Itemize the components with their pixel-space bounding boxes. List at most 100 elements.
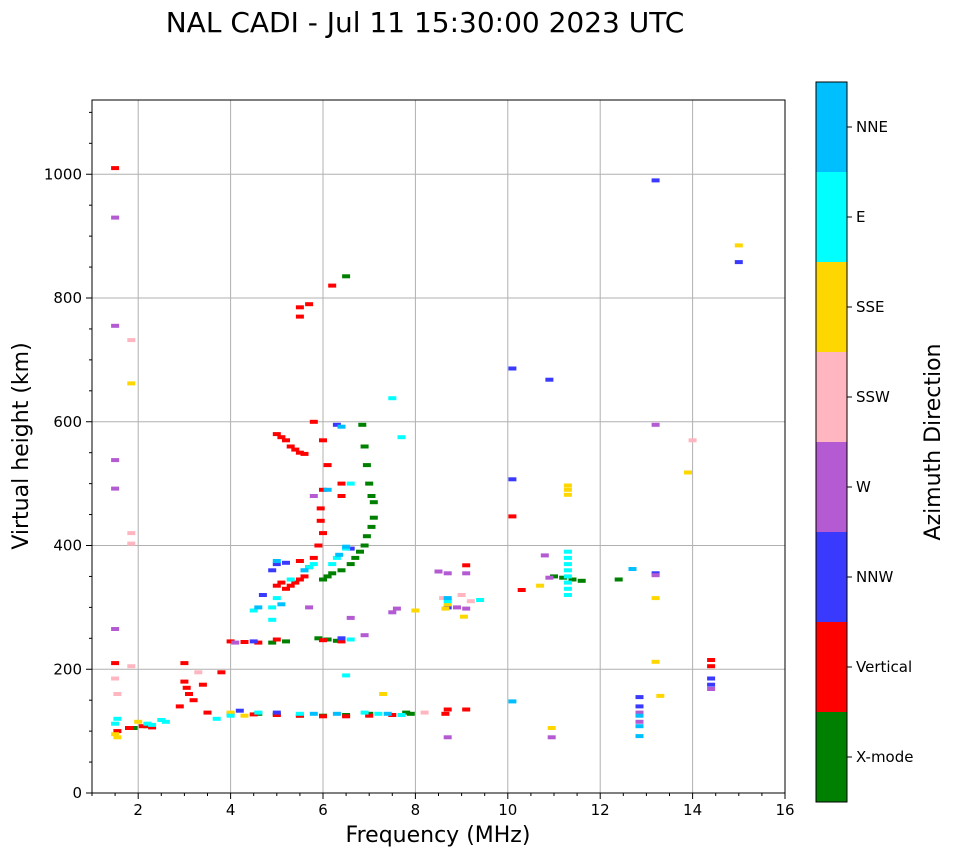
data-point xyxy=(138,724,147,729)
data-point xyxy=(397,713,406,717)
data-point xyxy=(309,711,318,716)
data-point xyxy=(369,515,378,520)
data-point xyxy=(113,729,122,734)
data-point xyxy=(734,260,743,265)
data-point xyxy=(441,606,450,611)
data-point xyxy=(367,494,376,498)
data-point xyxy=(563,549,572,554)
data-point xyxy=(420,710,429,715)
data-point xyxy=(563,580,572,585)
data-point xyxy=(332,555,341,560)
data-point xyxy=(635,710,644,715)
data-point xyxy=(545,575,554,580)
data-point xyxy=(111,215,120,220)
data-point xyxy=(240,640,249,644)
data-point xyxy=(651,659,660,664)
data-point xyxy=(268,605,277,610)
data-point xyxy=(545,377,554,382)
data-point xyxy=(295,577,304,582)
colorbar-segment xyxy=(816,82,847,172)
data-point xyxy=(346,637,355,642)
data-point xyxy=(295,711,304,716)
data-point xyxy=(217,670,226,675)
data-point xyxy=(319,714,327,719)
data-point xyxy=(379,692,388,696)
data-point xyxy=(226,710,235,715)
data-point xyxy=(563,487,572,492)
colorbar-tick-label: Vertical xyxy=(856,658,912,676)
data-point xyxy=(268,568,277,573)
data-point xyxy=(272,432,281,437)
data-point xyxy=(397,435,406,440)
data-point xyxy=(175,704,184,709)
data-point xyxy=(314,636,323,641)
data-point xyxy=(388,396,397,401)
data-point xyxy=(332,638,341,643)
data-point xyxy=(656,693,665,698)
data-point xyxy=(282,438,290,443)
data-point xyxy=(272,596,281,601)
data-point xyxy=(563,586,572,591)
data-point xyxy=(563,593,572,597)
data-point xyxy=(300,451,309,456)
data-point xyxy=(462,563,471,568)
data-point xyxy=(277,435,286,440)
data-point xyxy=(443,735,452,740)
plot-area: 2 4 6 8 10 12 14 16 0 200 400 600 800 1000 xyxy=(44,99,795,819)
colorbar-tick-label: W xyxy=(856,478,871,496)
data-point xyxy=(441,711,450,716)
data-point xyxy=(383,711,392,716)
data-point xyxy=(443,602,452,607)
data-point xyxy=(358,422,367,427)
data-point xyxy=(476,598,485,602)
data-point xyxy=(148,722,157,727)
data-point xyxy=(258,593,267,597)
colorbar-segment xyxy=(816,442,847,532)
colorbar-tick-label: E xyxy=(856,208,865,226)
colorbar-segment xyxy=(816,532,847,622)
data-point xyxy=(388,713,397,717)
data-point xyxy=(342,274,351,279)
chart-title: NAL CADI - Jul 11 15:30:00 2023 UTC xyxy=(166,6,685,39)
data-point xyxy=(402,710,411,715)
data-point xyxy=(434,569,443,574)
data-point xyxy=(305,605,314,610)
data-point xyxy=(323,487,332,492)
data-point xyxy=(360,543,369,548)
y-tick-label: 600 xyxy=(53,413,82,431)
data-point xyxy=(309,562,318,567)
x-tick-label: 4 xyxy=(226,801,236,819)
data-point xyxy=(362,534,371,539)
data-point xyxy=(508,699,517,704)
data-point xyxy=(295,450,304,455)
data-point xyxy=(226,639,235,644)
data-point xyxy=(684,470,692,475)
data-point xyxy=(282,586,290,591)
data-point xyxy=(635,719,644,724)
data-point xyxy=(111,676,120,681)
data-point xyxy=(111,486,120,491)
data-point xyxy=(457,593,466,597)
data-point xyxy=(319,577,327,582)
data-point xyxy=(300,574,309,579)
data-point xyxy=(337,636,346,641)
data-point xyxy=(157,718,166,722)
plot-background xyxy=(92,100,785,793)
data-point xyxy=(337,639,346,644)
data-point xyxy=(185,692,193,696)
data-point xyxy=(240,713,249,718)
series-w xyxy=(111,215,716,740)
data-point xyxy=(707,682,716,687)
data-point xyxy=(577,578,586,583)
data-point xyxy=(563,568,572,573)
data-point xyxy=(291,580,300,585)
data-point xyxy=(323,463,332,468)
data-point xyxy=(319,438,327,443)
data-point xyxy=(111,458,120,463)
data-point xyxy=(249,639,258,644)
colorbar-tick-label: NNW xyxy=(856,568,893,586)
data-point xyxy=(508,477,517,482)
data-point xyxy=(323,637,332,642)
data-point xyxy=(443,707,452,712)
data-point xyxy=(563,562,572,567)
